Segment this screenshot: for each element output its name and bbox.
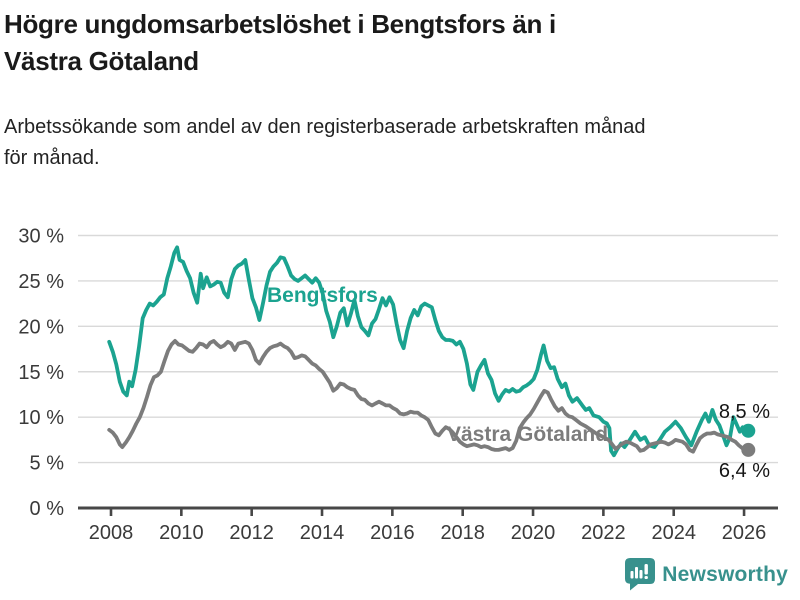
- y-tick-label: 0 %: [30, 498, 65, 520]
- series-line-1: [107, 339, 751, 454]
- x-tick-label: 2020: [511, 522, 556, 544]
- series-end-dot-1: [741, 442, 756, 457]
- newsworthy-brand: Newsworthy: [625, 558, 788, 591]
- page-title: Högre ungdomsarbetslöshet i Bengtsfors ä…: [4, 6, 556, 80]
- y-tick-label: 5 %: [30, 453, 65, 475]
- page-title-line1: Högre ungdomsarbetslöshet i Bengtsfors ä…: [4, 9, 556, 39]
- page-title-line2: Västra Götaland: [4, 46, 199, 76]
- chart-subtitle: Arbetssökande som andel av den registerb…: [4, 112, 646, 174]
- newsworthy-brand-name: Newsworthy: [662, 562, 788, 586]
- x-tick-label: 2010: [159, 522, 204, 544]
- chart-subtitle-line2: för månad.: [4, 147, 100, 169]
- end-value-label-0: 8,5 %: [719, 401, 770, 423]
- y-tick-label: 25 %: [18, 271, 64, 293]
- chart-subtitle-line1: Arbetssökande som andel av den registerb…: [4, 116, 646, 138]
- x-tick-label: 2012: [229, 522, 274, 544]
- x-tick-label: 2016: [370, 522, 415, 544]
- newsworthy-logo-icon: [625, 558, 656, 591]
- x-tick-label: 2018: [440, 522, 485, 544]
- x-tick-label: 2024: [651, 522, 696, 544]
- line-chart: 0 % 5 % 10 % 15 % 20 % 25 % 30 % 2008 2010 2012 20…: [18, 226, 778, 544]
- series-end-dot-0: [741, 423, 756, 438]
- y-tick-label: 15 %: [18, 362, 64, 384]
- series-label-1: Västra Götaland: [447, 423, 608, 446]
- end-value-label-1: 6,4 %: [719, 460, 770, 482]
- series-line-0: [107, 245, 751, 458]
- series-label-0: Bengtsfors: [267, 284, 378, 307]
- x-tick-label: 2022: [581, 522, 626, 544]
- y-tick-label: 30 %: [18, 226, 64, 248]
- x-tick-label: 2008: [89, 522, 134, 544]
- x-tick-label: 2014: [300, 522, 345, 544]
- y-tick-label: 20 %: [18, 316, 64, 338]
- x-tick-label: 2026: [722, 522, 767, 544]
- y-tick-label: 10 %: [18, 407, 64, 429]
